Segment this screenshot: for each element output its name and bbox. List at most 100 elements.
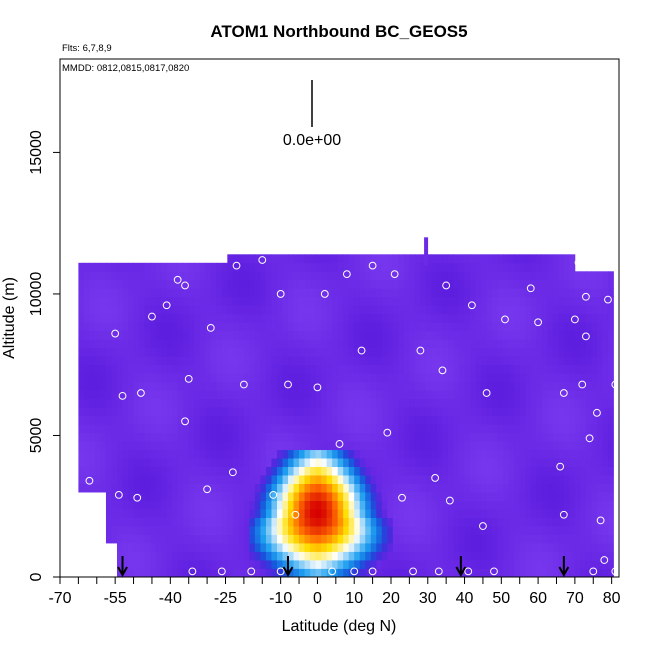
field-cell [475,390,482,400]
field-cell [166,534,173,544]
field-cell [431,458,438,467]
field-cell [580,517,587,527]
field-cell [365,509,372,518]
field-cell [420,407,427,417]
field-cell [144,322,151,332]
field-cell [519,407,526,417]
field-cell [293,432,300,442]
field-cell [420,296,427,306]
field-cell [216,441,223,451]
field-cell [403,262,410,272]
field-cell [216,526,223,535]
field-cell [607,432,614,442]
field-cell [210,296,217,306]
field-cell [607,424,614,434]
field-cell [310,517,316,527]
field-cell [254,415,261,425]
field-cell [105,381,112,391]
field-cell [133,398,140,408]
field-cell [227,262,234,272]
field-cell [105,322,112,332]
field-cell [530,568,537,578]
field-cell [414,305,421,315]
field-cell [128,339,134,349]
field-cell [337,288,344,298]
field-cell [519,568,526,578]
field-cell [481,330,488,340]
field-cell [503,339,510,349]
field-cell [508,322,515,332]
field-cell [602,271,609,281]
field-cell [166,398,173,408]
field-cell [447,398,454,408]
field-cell [199,424,206,434]
field-cell [525,390,532,400]
field-cell [310,279,316,289]
field-cell [602,441,609,451]
field-cell [111,313,118,323]
field-cell [536,271,543,281]
field-cell [199,483,206,493]
field-cell [563,322,570,332]
field-cell [221,398,228,408]
field-cell [332,390,339,400]
field-cell [243,339,250,349]
field-cell [530,313,537,323]
field-cell [602,526,609,535]
field-cell [602,534,609,544]
field-cell [585,466,592,476]
field-cell [199,373,206,383]
field-cell [442,432,449,442]
field-cell [558,483,565,493]
field-cell [508,271,515,281]
field-cell [470,347,476,357]
field-cell [288,551,294,561]
field-cell [541,271,548,281]
field-cell [299,551,305,561]
field-cell [343,551,350,561]
field-cell [370,254,377,264]
field-cell [310,398,316,408]
field-cell [293,492,300,501]
sample-point [368,261,377,270]
field-cell [188,534,195,544]
field-cell [210,526,217,535]
field-cell [238,475,245,484]
field-cell [216,551,223,561]
field-cell [337,534,344,544]
field-cell [596,424,603,434]
field-cell [177,509,184,518]
field-cell [216,534,223,544]
field-cell [321,483,328,493]
field-cell [105,364,112,374]
field-cell [326,407,333,417]
field-cell [547,364,554,374]
field-cell [326,483,333,493]
field-cell [343,415,350,425]
field-cell [585,424,592,434]
field-cell [470,407,476,417]
field-cell [409,262,416,272]
field-cell [105,305,112,315]
field-cell [337,296,344,306]
field-cell [492,288,499,298]
field-cell [354,356,361,366]
field-cell [78,296,85,306]
field-cell [530,543,537,552]
field-cell [381,305,388,315]
field-cell [150,415,157,425]
field-cell [547,322,554,332]
field-cell [563,262,570,272]
field-cell [431,517,438,527]
field-cell [585,534,592,544]
field-cell [133,441,140,451]
field-cell [580,551,587,561]
field-cell [177,475,184,484]
field-cell [574,330,581,340]
field-cell [497,424,504,434]
sample-point [291,510,300,519]
field-cell [304,347,311,357]
field-cell [299,330,305,340]
field-cell [105,347,112,357]
field-cell [442,313,449,323]
